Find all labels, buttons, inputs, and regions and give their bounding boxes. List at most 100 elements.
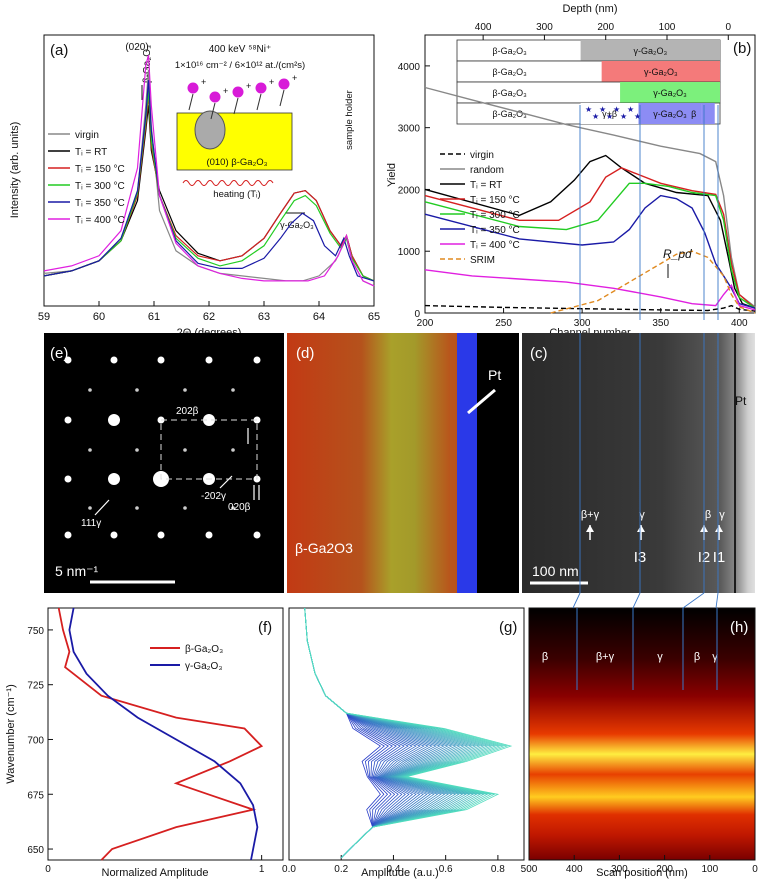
- x-tick-label: 59: [38, 311, 50, 323]
- diffraction-spot: [253, 531, 261, 539]
- connector-line: [682, 592, 705, 609]
- ion-irradiation-inset: (010) β-Ga₂O₃ heating (Tᵢ): [176, 110, 293, 200]
- weak-spot: [135, 448, 139, 452]
- legend-label: virgin: [470, 150, 494, 161]
- diffraction-spot: [203, 414, 215, 426]
- pt-label-d: Pt: [488, 367, 501, 383]
- panel-b-depth-label: Depth (nm): [562, 3, 617, 15]
- panel-g: (g) Amplitude (a.u.) 0.0 0.2 0.4 0.6 0.8: [282, 607, 525, 879]
- raman-heatmap: [529, 608, 755, 860]
- heating-wave: [182, 180, 274, 186]
- ion-markers: + + + + +: [187, 73, 297, 120]
- legend-label: Tᵢ = RT: [75, 147, 107, 158]
- diffraction-spot: [108, 473, 120, 485]
- ion-track: [210, 102, 216, 120]
- y-tick-label: 2000: [398, 185, 421, 196]
- panel-a-label: (a): [50, 42, 68, 59]
- legend-label: virgin: [75, 130, 99, 141]
- defect-star: ★: [613, 105, 620, 114]
- spot-arrow: [219, 475, 233, 489]
- diffraction-spot: [108, 414, 120, 426]
- diffraction-spot: [110, 356, 118, 364]
- panel-f-series: [57, 607, 264, 861]
- ion-charge: +: [269, 77, 274, 87]
- legend-label: Tᵢ = 400 °C: [75, 215, 125, 226]
- panel-f-legend: β-Ga₂O₃ γ-Ga₂O₃: [150, 644, 223, 672]
- legend-label: Tᵢ = 400 °C: [470, 240, 520, 251]
- diffraction-spot: [157, 531, 165, 539]
- weak-spot: [231, 448, 235, 452]
- x-tick-label: 0.0: [282, 864, 296, 875]
- arrow-head: [715, 525, 723, 532]
- weak-spot: [88, 506, 92, 510]
- panel-b-ylabel: Yield: [386, 163, 398, 187]
- ion-icon: [232, 86, 244, 98]
- panel-a-ylabel: Intensity (arb. units): [9, 122, 21, 219]
- ion-track: [256, 93, 262, 111]
- diffraction-spot: [157, 356, 165, 364]
- marker-i1: I1: [713, 549, 726, 566]
- x-tick-label: 0.4: [386, 864, 400, 875]
- series-line-1: [68, 607, 259, 861]
- damage-cascade: [194, 110, 226, 150]
- phase-bar-left-label: β-Ga₂O₃: [492, 109, 527, 119]
- spot-label-020b: 020β: [228, 502, 251, 513]
- phase-bar-end-label: β: [691, 109, 696, 119]
- panel-c-label: (c): [530, 345, 548, 362]
- diffraction-spot: [205, 531, 213, 539]
- panel-f-ticks: 0 1 650 675 700 725 750: [27, 626, 265, 875]
- x-tick-label: 64: [313, 311, 325, 323]
- x-tick-label: 350: [652, 318, 669, 329]
- inset-sample-label: (010) β-Ga₂O₃: [206, 157, 267, 168]
- defect-star: ★: [599, 105, 606, 114]
- panel-h-xlabel: Scan position (nm): [596, 867, 688, 879]
- ion-energy-label: 400 keV ⁵⁸Ni⁺: [209, 44, 272, 55]
- phase-bar-tail: [701, 103, 715, 124]
- series-line-7: [550, 250, 756, 314]
- x-tick-label: 500: [521, 864, 538, 875]
- phase-label-h5: γ: [712, 651, 718, 663]
- weak-spot: [183, 448, 187, 452]
- arrow-head: [637, 525, 645, 532]
- diffraction-spot: [64, 356, 72, 364]
- y-tick-label: 3000: [398, 124, 421, 135]
- spot-label-111g: 111γ: [81, 518, 101, 529]
- pt-arrow-d: [467, 388, 496, 415]
- defect-star: ★: [634, 112, 641, 121]
- gamma-peak-label: γ-Ga₂O₃: [280, 220, 314, 230]
- y-tick-label: 0: [414, 309, 420, 320]
- ion-icon: [209, 91, 221, 103]
- ion-icon: [255, 82, 267, 94]
- series-line-0: [424, 304, 756, 312]
- x-tick-label: 0.8: [491, 864, 505, 875]
- series-line-4: [424, 182, 756, 309]
- x-tick-label: 250: [495, 318, 512, 329]
- panel-e: (e) 202β -202γ 020β 111γ 5 nm⁻¹: [44, 333, 284, 593]
- series-line-2: [43, 95, 375, 282]
- panel-g-ticks: 0.0 0.2 0.4 0.6 0.8: [282, 855, 505, 875]
- panel-a-ticks: 59 60 61 62 63 64 65: [38, 85, 380, 323]
- legend-label: Tᵢ = 150 °C: [75, 164, 125, 175]
- legend-label: β-Ga₂O₃: [185, 644, 223, 655]
- diffraction-spot: [253, 356, 261, 364]
- legend-label: Tᵢ = 300 °C: [470, 210, 520, 221]
- scale-label-c: 100 nm: [532, 563, 579, 579]
- panel-b-series: [424, 86, 756, 314]
- legend-label: Tᵢ = RT: [470, 180, 502, 191]
- panel-b: (b) Yield Channel number Depth (nm) γ-Ga…: [386, 3, 756, 339]
- diffraction-spot: [205, 356, 213, 364]
- defect-star: ★: [592, 112, 599, 121]
- panel-g-label: (g): [499, 619, 517, 636]
- series-line-0: [57, 607, 264, 861]
- x2-tick-label: 400: [475, 22, 492, 33]
- ion-icon: [278, 78, 290, 90]
- x-tick-label: 300: [574, 318, 591, 329]
- ion-track: [233, 97, 239, 115]
- pt-layer: [457, 333, 477, 593]
- panel-g-xlabel: Amplitude (a.u.): [361, 867, 439, 879]
- legend-label: Tᵢ = 300 °C: [75, 181, 125, 192]
- x-tick-label: 62: [203, 311, 215, 323]
- heating-label: heating (Tᵢ): [213, 189, 260, 200]
